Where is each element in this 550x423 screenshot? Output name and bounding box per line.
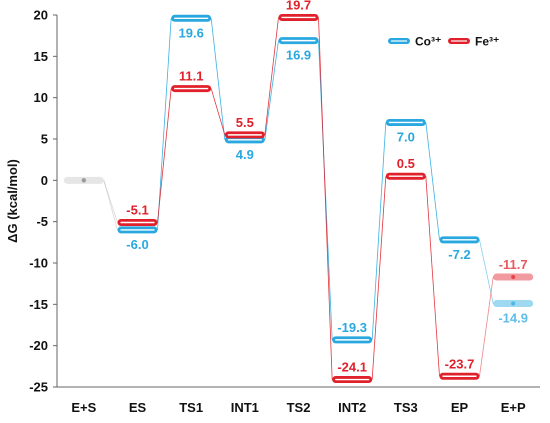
y-tick-label: 0 bbox=[41, 173, 48, 188]
data-label-co: -14.9 bbox=[498, 311, 528, 326]
y-tick-label: -20 bbox=[29, 338, 48, 353]
y-tick-label: -25 bbox=[29, 380, 48, 395]
y-tick-label: 20 bbox=[34, 8, 48, 23]
data-label-fe: 0.5 bbox=[397, 156, 415, 171]
data-label-fe: -11.7 bbox=[499, 257, 528, 272]
value-labels: -6.0 -5.1 19.6 11.1 4.9 5.5 16.9 19.7 -19.3 -24.1… bbox=[126, 0, 528, 375]
y-tick-label: -10 bbox=[29, 256, 48, 271]
x-tick-label: TS1 bbox=[179, 400, 203, 415]
connector-line bbox=[264, 17, 279, 135]
legend-label: Fe³⁺ bbox=[475, 35, 499, 49]
connector-line bbox=[157, 18, 172, 230]
y-tick-label: 10 bbox=[34, 90, 48, 105]
connector-line bbox=[210, 88, 226, 135]
data-label-fe: 5.5 bbox=[236, 115, 254, 130]
connector-lines bbox=[103, 17, 494, 380]
connector-line bbox=[371, 122, 387, 340]
connector-line bbox=[264, 40, 279, 140]
data-label-co: 19.6 bbox=[179, 25, 204, 40]
data-label-co: -6.0 bbox=[126, 237, 148, 252]
y-tick-label: -5 bbox=[36, 214, 48, 229]
data-label-co: -19.3 bbox=[337, 320, 367, 335]
connector-line bbox=[371, 176, 387, 380]
data-label-co: 16.9 bbox=[286, 48, 311, 63]
connector-line bbox=[318, 17, 333, 380]
level-marker-dot bbox=[81, 178, 87, 183]
x-tick-label: E+P bbox=[501, 400, 526, 415]
connector-line bbox=[157, 88, 172, 223]
y-tick-label: 5 bbox=[41, 132, 48, 147]
x-tick-label: TS3 bbox=[394, 400, 418, 415]
connector-line bbox=[479, 276, 494, 377]
data-label-co: -7.2 bbox=[448, 247, 470, 262]
legend-label: Co³⁺ bbox=[415, 35, 441, 49]
data-label-fe: -5.1 bbox=[126, 202, 148, 217]
data-label-fe: 19.7 bbox=[286, 0, 311, 12]
x-tick-label: E+S bbox=[71, 400, 96, 415]
connector-line bbox=[210, 18, 226, 140]
connector-line bbox=[425, 176, 440, 377]
data-label-fe: 11.1 bbox=[179, 69, 204, 84]
x-tick-label: INT2 bbox=[338, 400, 366, 415]
x-tick-label: INT1 bbox=[231, 400, 259, 415]
x-tick-label: EP bbox=[451, 400, 469, 415]
connector-line bbox=[425, 122, 440, 240]
y-tick-label: 15 bbox=[34, 49, 48, 64]
level-marker-dot bbox=[511, 301, 516, 306]
connector-line bbox=[103, 180, 118, 223]
x-tick-label: TS2 bbox=[287, 400, 311, 415]
energy-levels bbox=[63, 13, 534, 384]
data-label-fe: -23.7 bbox=[445, 356, 475, 371]
legend: Co³⁺ Fe³⁺ bbox=[388, 35, 499, 49]
x-tick-label: ES bbox=[129, 400, 147, 415]
level-marker-dot bbox=[511, 275, 516, 280]
data-label-fe: -24.1 bbox=[337, 360, 367, 375]
y-tick-label: -15 bbox=[29, 297, 48, 312]
y-axis-title: ΔG (kcal/mol) bbox=[5, 159, 20, 243]
axes: 20 15 10 5 0 -5 -10 -15 -20 -25 E+S ES TS1 INT1 TS2 INT… bbox=[5, 8, 540, 415]
data-label-co: 7.0 bbox=[397, 129, 415, 144]
data-label-co: 4.9 bbox=[236, 147, 254, 162]
